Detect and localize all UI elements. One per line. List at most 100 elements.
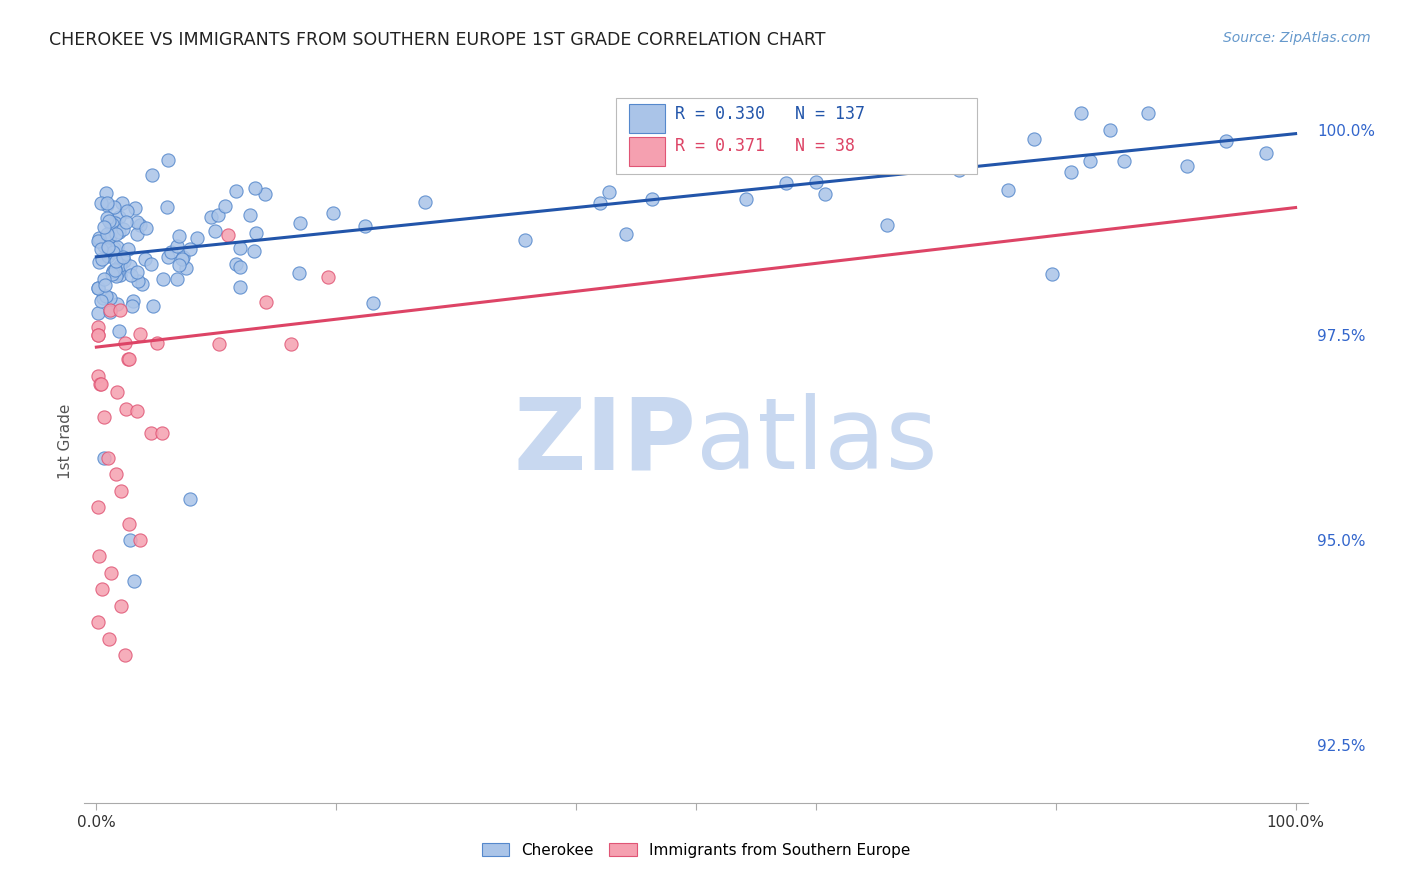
Point xyxy=(93,220,115,235)
Point xyxy=(98,229,121,244)
Point xyxy=(228,241,250,255)
Point xyxy=(115,401,138,416)
Point xyxy=(200,210,222,224)
Point xyxy=(876,218,898,232)
Bar xyxy=(628,136,665,166)
Point xyxy=(1175,160,1198,174)
Bar xyxy=(616,98,977,174)
Point xyxy=(118,260,141,274)
Point xyxy=(86,615,108,630)
Point xyxy=(98,303,121,318)
Point xyxy=(218,227,240,242)
Point xyxy=(107,211,129,225)
Point xyxy=(166,238,188,252)
Point xyxy=(1060,165,1083,179)
Point xyxy=(263,837,285,851)
Point xyxy=(93,271,115,285)
Point xyxy=(94,278,117,293)
Point xyxy=(100,218,122,232)
Point xyxy=(804,175,827,189)
Point xyxy=(589,196,612,211)
Point xyxy=(150,426,173,441)
Text: ZIP: ZIP xyxy=(513,393,696,490)
Point xyxy=(104,467,127,482)
Point xyxy=(100,566,122,580)
Point xyxy=(86,281,108,295)
Point xyxy=(87,306,110,320)
Point xyxy=(135,220,157,235)
Point xyxy=(186,231,208,245)
Point xyxy=(90,377,112,392)
Point xyxy=(93,450,115,465)
Point xyxy=(104,227,127,241)
Point xyxy=(229,260,252,275)
Point xyxy=(1070,106,1092,120)
Point xyxy=(225,184,247,198)
Point xyxy=(157,153,180,168)
Point xyxy=(734,192,756,206)
Point xyxy=(87,500,110,515)
Point xyxy=(105,240,128,254)
Point xyxy=(245,180,267,194)
Point xyxy=(1112,153,1135,168)
Point xyxy=(114,648,136,662)
Point xyxy=(87,255,110,269)
Point xyxy=(129,219,152,233)
Point xyxy=(103,215,125,229)
Point xyxy=(91,582,114,597)
Point xyxy=(97,450,120,465)
Point xyxy=(90,293,112,308)
Point xyxy=(94,288,117,302)
Point xyxy=(111,250,134,264)
Point xyxy=(129,327,152,342)
Point xyxy=(117,352,139,367)
Point xyxy=(598,186,620,200)
Point xyxy=(1024,131,1046,145)
Point xyxy=(96,227,118,241)
Text: R = 0.330   N = 137: R = 0.330 N = 137 xyxy=(675,104,865,122)
Point xyxy=(1136,106,1159,120)
Point xyxy=(117,242,139,256)
Point xyxy=(101,244,124,259)
Point xyxy=(280,336,302,351)
Point xyxy=(91,291,114,305)
Point xyxy=(641,192,664,206)
Point xyxy=(129,533,152,547)
Point xyxy=(127,274,149,288)
Text: Source: ZipAtlas.com: Source: ZipAtlas.com xyxy=(1223,31,1371,45)
Point xyxy=(254,186,277,201)
Point xyxy=(179,491,201,506)
Point xyxy=(96,196,118,211)
Point xyxy=(1254,146,1277,161)
Point xyxy=(105,297,128,311)
Point xyxy=(110,483,132,498)
Point xyxy=(288,216,311,230)
Y-axis label: 1st Grade: 1st Grade xyxy=(58,404,73,479)
Point xyxy=(103,241,125,255)
Point xyxy=(134,252,156,266)
Point xyxy=(131,277,153,292)
Point xyxy=(413,194,436,209)
Point xyxy=(117,352,139,367)
Point xyxy=(254,295,277,310)
Point xyxy=(172,250,194,264)
Point xyxy=(104,216,127,230)
Point xyxy=(101,268,124,282)
Point xyxy=(614,227,637,241)
Point xyxy=(93,239,115,253)
Point xyxy=(125,227,148,242)
Point xyxy=(104,268,127,283)
Point xyxy=(997,183,1019,197)
Bar xyxy=(628,104,665,133)
Point xyxy=(89,377,111,392)
Point xyxy=(245,226,267,240)
Point xyxy=(105,253,128,268)
Point xyxy=(112,253,135,268)
Point xyxy=(120,268,142,283)
Point xyxy=(322,206,344,220)
Point xyxy=(146,335,169,350)
Point xyxy=(513,233,536,247)
Point xyxy=(87,327,110,342)
Point xyxy=(1099,123,1122,137)
Text: atlas: atlas xyxy=(696,393,938,490)
